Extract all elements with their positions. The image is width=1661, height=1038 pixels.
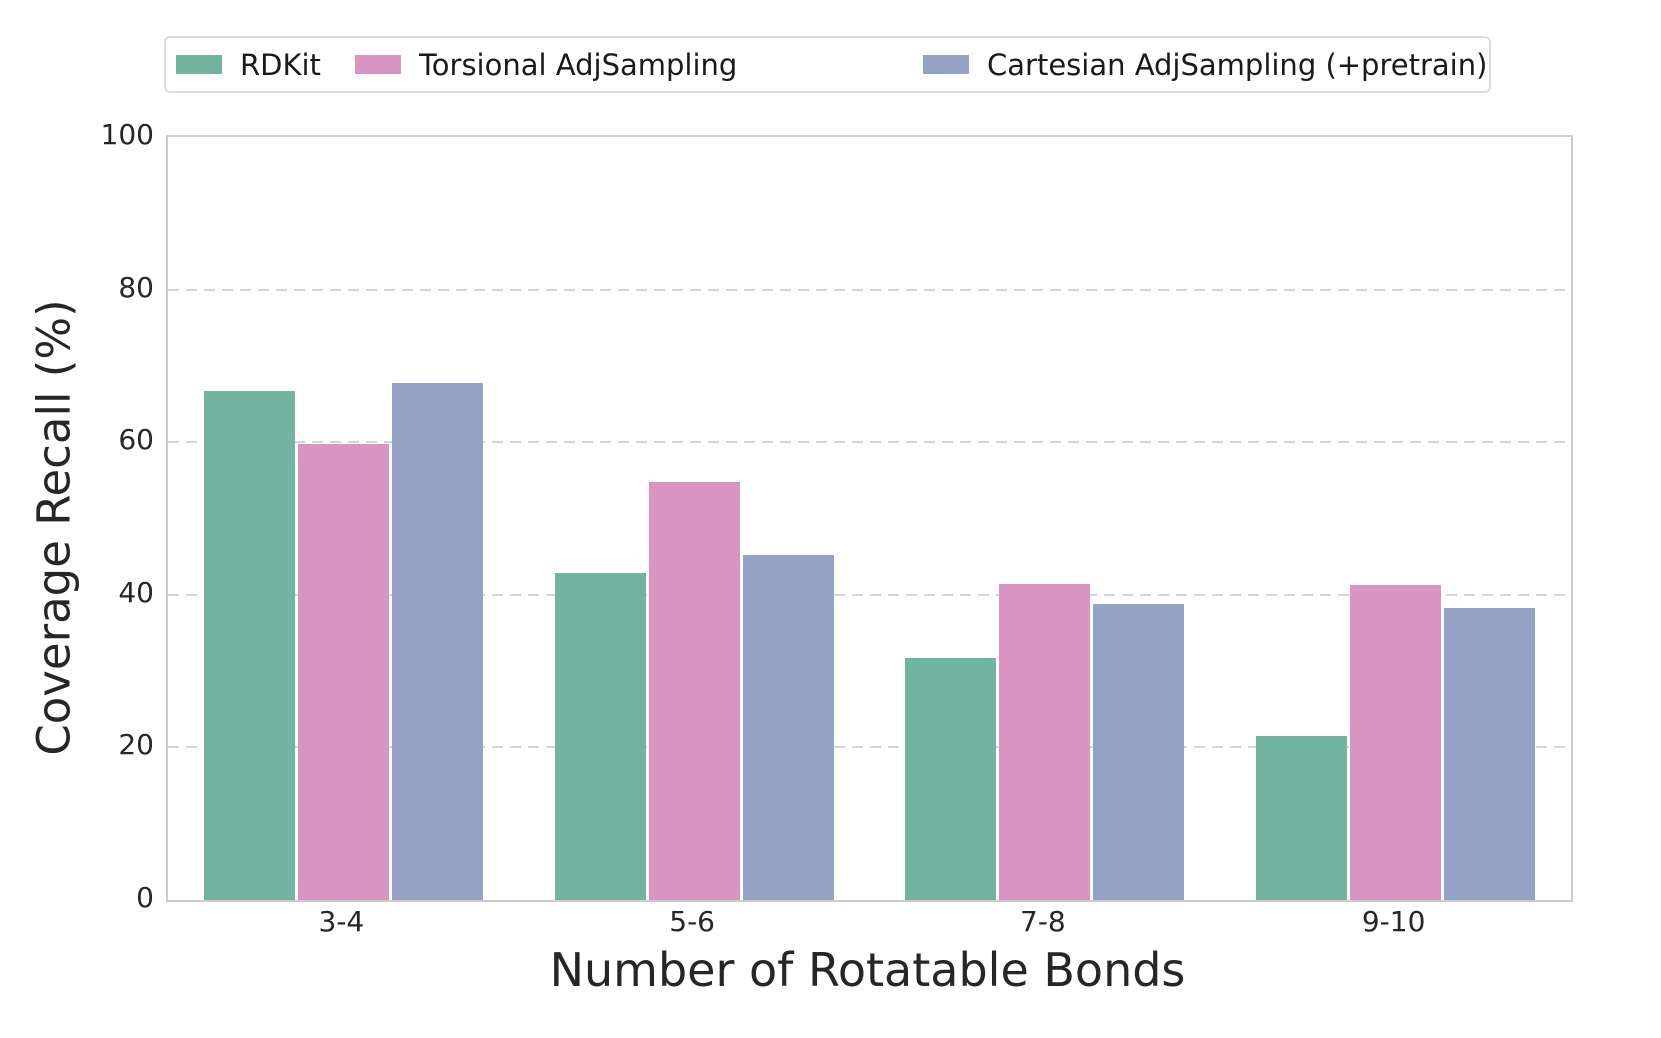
bar-torsional-adjsampling-9-10 — [1350, 584, 1442, 900]
y-axis-title: Coverage Recall (%) — [27, 299, 81, 756]
gridline-40 — [168, 593, 1571, 596]
bar-torsional-adjsampling-3-4 — [297, 443, 389, 900]
legend-item-torsional-adjsampling: Torsional AdjSampling — [355, 38, 737, 91]
y-tick-label-100: 100 — [100, 118, 154, 151]
y-tick-label-80: 80 — [118, 270, 154, 304]
y-tick-label-40: 40 — [118, 575, 154, 609]
plot-area — [166, 135, 1573, 902]
bar-rdkit-3-4 — [203, 391, 295, 900]
y-tick-label-20: 20 — [118, 728, 154, 762]
x-tick-label-7-8: 7-8 — [1020, 905, 1066, 938]
bar-cartesian-adjsampling-pretrain-5-6 — [742, 555, 834, 900]
x-tick-label-3-4: 3-4 — [318, 905, 365, 938]
x-tick-label-9-10: 9-10 — [1361, 905, 1426, 938]
legend-item-cartesian-adjsampling-pretrain: Cartesian AdjSampling (+pretrain) — [923, 38, 1487, 91]
gridline-80 — [168, 288, 1571, 291]
legend: RDKit Torsional AdjSampling Cartesian AdjS… — [164, 36, 1491, 93]
legend-label-cartesian-adjsampling-pretrain: Cartesian AdjSampling (+pretrain) — [987, 47, 1488, 82]
bar-cartesian-adjsampling-pretrain-3-4 — [391, 382, 483, 900]
bar-cartesian-adjsampling-pretrain-9-10 — [1444, 607, 1536, 900]
bar-torsional-adjsampling-7-8 — [999, 584, 1091, 900]
bar-rdkit-9-10 — [1256, 735, 1348, 900]
bar-torsional-adjsampling-5-6 — [648, 481, 740, 900]
legend-swatch-rdkit — [176, 55, 222, 74]
gridline-20 — [168, 746, 1571, 749]
y-tick-label-0: 0 — [136, 881, 154, 914]
bar-rdkit-5-6 — [554, 572, 646, 900]
bar-rdkit-7-8 — [905, 658, 997, 900]
legend-label-rdkit: RDKit — [240, 47, 321, 82]
x-tick-label-5-6: 5-6 — [669, 905, 715, 938]
legend-swatch-cartesian-adjsampling-pretrain — [923, 55, 969, 74]
x-axis-title: Number of Rotatable Bonds — [549, 943, 1186, 997]
y-tick-label-60: 60 — [118, 423, 154, 457]
legend-swatch-torsional-adjsampling — [355, 55, 401, 74]
legend-item-rdkit: RDKit — [176, 38, 321, 91]
bar-cartesian-adjsampling-pretrain-7-8 — [1093, 603, 1185, 900]
gridline-60 — [168, 441, 1571, 444]
legend-label-torsional-adjsampling: Torsional AdjSampling — [419, 47, 738, 82]
